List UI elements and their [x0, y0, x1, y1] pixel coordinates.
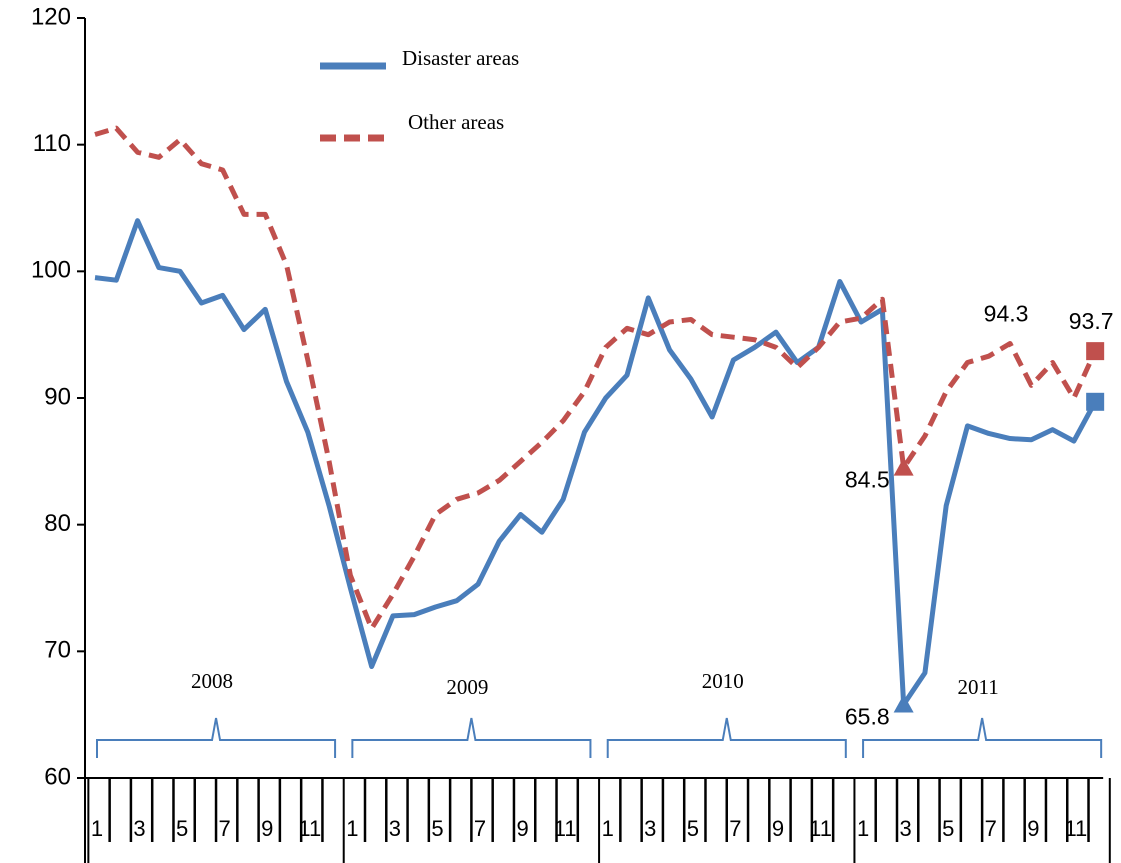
- y-tick-label: 70: [44, 637, 71, 664]
- y-tick-label: 80: [44, 510, 71, 537]
- year-bracket: [96, 717, 337, 758]
- x-tick-label: 9: [261, 816, 273, 841]
- x-tick-label: 7: [474, 816, 486, 841]
- x-tick-label: 7: [219, 816, 231, 841]
- data-label: 65.8: [845, 704, 890, 730]
- x-tick-label: 1: [91, 816, 103, 841]
- x-tick-label: 3: [389, 816, 401, 841]
- point-marker: [1086, 342, 1105, 361]
- x-tick-label: 1: [602, 816, 614, 841]
- y-tick-label: 60: [44, 763, 71, 790]
- year-bracket: [351, 717, 592, 758]
- x-tick-label: 3: [900, 816, 912, 841]
- point-marker: [1086, 392, 1105, 411]
- x-tick-label: 7: [985, 816, 997, 841]
- x-tick-label: 3: [644, 816, 656, 841]
- x-tick-label: 5: [687, 816, 699, 841]
- year-label: 2008: [191, 669, 233, 693]
- x-tick-label: 9: [516, 816, 528, 841]
- x-tick-label: 3: [133, 816, 145, 841]
- x-tick-label: 5: [176, 816, 188, 841]
- data-label: 84.5: [845, 467, 890, 493]
- x-tick-label: 5: [942, 816, 954, 841]
- x-tick-label: 11: [554, 816, 577, 841]
- point-marker: [893, 457, 914, 476]
- x-tick-label: 5: [431, 816, 443, 841]
- y-tick-label: 100: [31, 257, 71, 284]
- series-line: [94, 218, 1098, 708]
- year-bracket: [862, 717, 1103, 758]
- y-tick-label: 90: [44, 383, 71, 410]
- x-tick-label: 1: [346, 816, 358, 841]
- point-marker: [893, 694, 914, 713]
- y-tick-label: 120: [31, 3, 71, 30]
- x-tick-label: 11: [1064, 816, 1087, 841]
- data-label: 93.7: [1069, 308, 1114, 334]
- year-label: 2010: [702, 669, 744, 693]
- legend-label: Disaster areas: [402, 46, 519, 70]
- x-tick-label: 9: [772, 816, 784, 841]
- x-tick-label: 1: [857, 816, 869, 841]
- year-label: 2011: [958, 675, 999, 699]
- x-tick-label: 9: [1027, 816, 1039, 841]
- series-line: [94, 125, 1098, 632]
- legend-label: Other areas: [408, 110, 504, 134]
- x-tick-label: 7: [729, 816, 741, 841]
- data-label: 94.3: [984, 301, 1029, 327]
- x-tick-label: 11: [298, 816, 321, 841]
- x-tick-label: 11: [809, 816, 832, 841]
- year-bracket: [606, 717, 847, 758]
- y-tick-label: 110: [33, 130, 71, 157]
- year-label: 2009: [446, 675, 488, 699]
